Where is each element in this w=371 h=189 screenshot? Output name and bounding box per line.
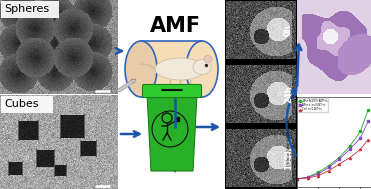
Ellipse shape — [193, 60, 211, 74]
Ellipse shape — [125, 41, 157, 97]
Bar — [225, 0, 297, 189]
NPs+Fe2O3+AMF+s — [305, 176, 310, 178]
Line: NPs+Fe2O3+AMF+s: NPs+Fe2O3+AMF+s — [296, 109, 369, 180]
Ctrl, e=0.06T+s — [366, 138, 370, 141]
NPs+c, e=0.06T+s — [366, 120, 370, 123]
Text: 0h: 0h — [284, 24, 293, 36]
Text: Spheres: Spheres — [4, 4, 49, 14]
NPs+c, e=0.06T+s — [358, 137, 363, 139]
NPs+c, e=0.06T+s — [348, 148, 352, 150]
FancyBboxPatch shape — [142, 84, 201, 98]
Text: 168h: 168h — [284, 146, 293, 170]
NPs+c, e=0.06T+s — [316, 173, 321, 175]
Legend: NPs+Fe2O3+AMF+s, NPs+c, e=0.06T+s, Ctrl, e=0.06T+s: NPs+Fe2O3+AMF+s, NPs+c, e=0.06T+s, Ctrl,… — [298, 98, 328, 112]
Text: AMF: AMF — [150, 16, 201, 36]
Text: Cubes: Cubes — [4, 99, 39, 109]
Bar — [141, 41, 202, 97]
Ctrl, e=0.06T+s — [316, 174, 321, 177]
NPs+c, e=0.06T+s — [337, 158, 342, 160]
Line: Ctrl, e=0.06T+s: Ctrl, e=0.06T+s — [296, 139, 369, 180]
Y-axis label: Relative Tumor Growth (V/V0): Relative Tumor Growth (V/V0) — [286, 120, 290, 164]
Bar — [1, 1, 59, 18]
Ellipse shape — [204, 56, 212, 63]
NPs+Fe2O3+AMF+s — [366, 109, 370, 111]
NPs+Fe2O3+AMF+s — [337, 156, 342, 159]
Polygon shape — [147, 94, 197, 171]
Bar — [1, 96, 53, 113]
Ellipse shape — [186, 41, 218, 97]
Ctrl, e=0.06T+s — [358, 148, 363, 150]
Ctrl, e=0.06T+s — [326, 170, 331, 172]
NPs+Fe2O3+AMF+s — [348, 145, 352, 147]
NPs+c, e=0.06T+s — [295, 178, 299, 180]
NPs+Fe2O3+AMF+s — [316, 171, 321, 174]
NPs+Fe2O3+AMF+s — [295, 178, 299, 180]
NPs+c, e=0.06T+s — [326, 166, 331, 169]
Text: 24h: 24h — [284, 85, 293, 103]
NPs+c, e=0.06T+s — [305, 176, 310, 178]
Ctrl, e=0.06T+s — [337, 163, 342, 165]
Ellipse shape — [155, 58, 205, 80]
NPs+Fe2O3+AMF+s — [358, 130, 363, 132]
Ctrl, e=0.06T+s — [348, 156, 352, 159]
NPs+Fe2O3+AMF+s — [326, 165, 331, 167]
Ctrl, e=0.06T+s — [305, 177, 310, 179]
Line: NPs+c, e=0.06T+s: NPs+c, e=0.06T+s — [296, 120, 369, 180]
Ctrl, e=0.06T+s — [295, 178, 299, 180]
